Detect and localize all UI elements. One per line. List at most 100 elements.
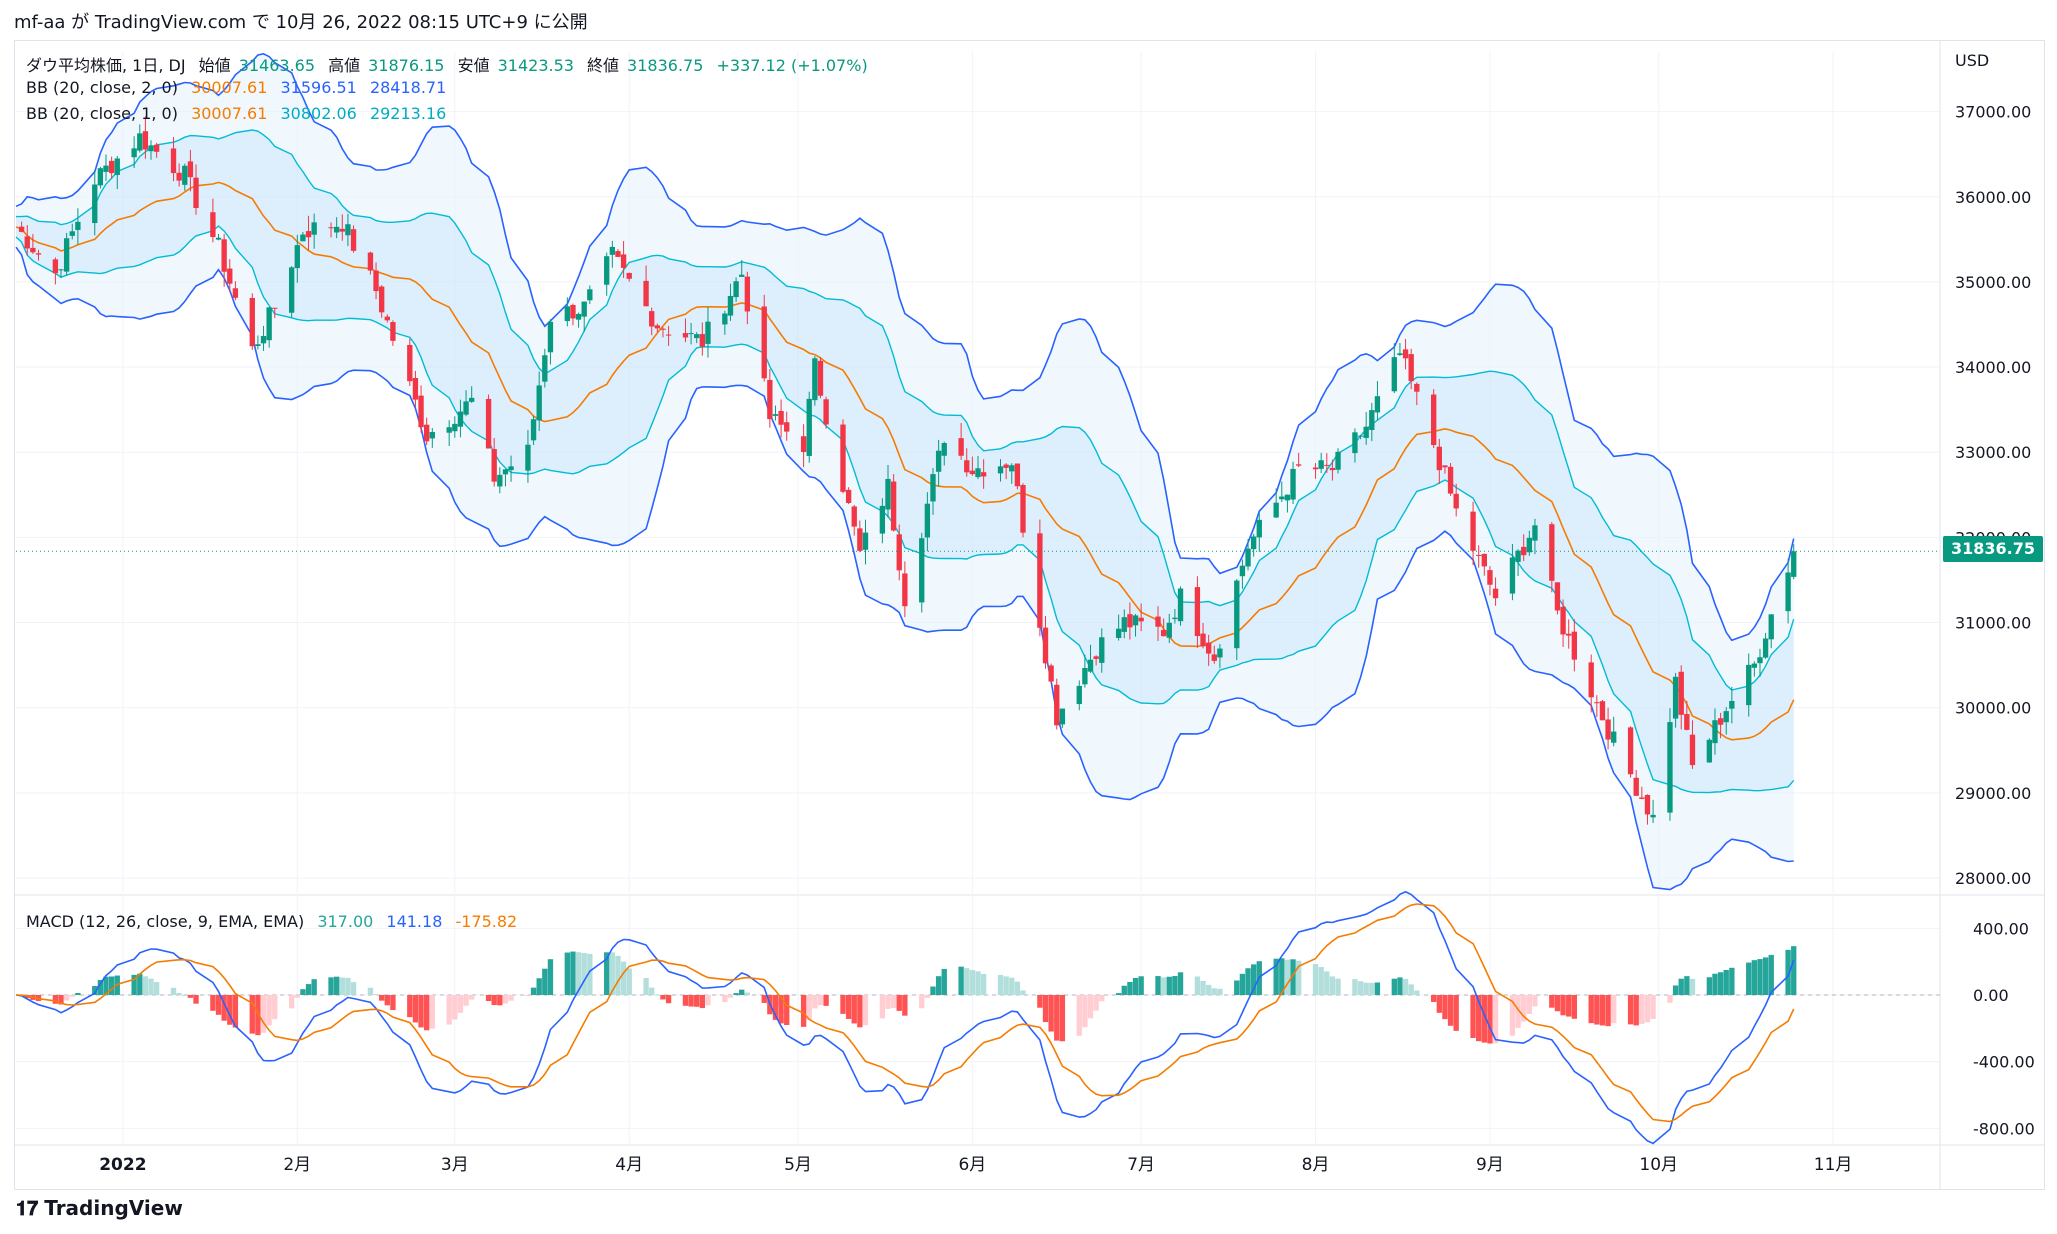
candle-body: [1762, 638, 1769, 658]
candle-body: [1284, 494, 1291, 501]
macd-histogram-bar: [525, 995, 531, 996]
macd-histogram-bar: [896, 995, 902, 1011]
candle-body: [1318, 460, 1324, 469]
macd-histogram-bar: [1723, 969, 1729, 995]
candle-body: [1160, 629, 1167, 637]
macd-histogram-bar: [935, 976, 942, 995]
candle-body: [964, 460, 970, 473]
macd-histogram-bar: [587, 953, 593, 995]
macd-histogram-bar: [1706, 977, 1713, 995]
candle-body: [1633, 777, 1639, 796]
macd-histogram-bar: [390, 995, 396, 1011]
candle-body: [148, 145, 154, 152]
candle-body: [722, 313, 728, 325]
price-tick-label: 28000.00: [1955, 869, 2031, 888]
macd-histogram-bar: [457, 995, 464, 1013]
bb2-upper: 31596.51: [280, 78, 357, 97]
candle-body: [1408, 354, 1414, 382]
macd-histogram-bar: [1791, 946, 1797, 995]
macd-histogram-bar: [1003, 976, 1009, 995]
macd-histogram-bar: [407, 995, 413, 1018]
candle-body: [980, 472, 987, 477]
legend-main: ダウ平均株価, 1日, DJ 始値 31463.65 高値 31876.15 安値 3…: [26, 52, 876, 76]
candle-body: [649, 311, 655, 327]
candle-body: [536, 385, 542, 421]
macd-histogram-bar: [665, 995, 672, 1004]
candle-body: [733, 281, 739, 298]
macd-histogram-bar: [530, 987, 537, 995]
candle-body: [587, 289, 593, 301]
candle-body: [446, 427, 452, 433]
price-tick-label: 33000.00: [1955, 443, 2031, 462]
candle-body: [18, 226, 25, 232]
legend-bb2[interactable]: BB (20, close, 2, 0) 30007.61 31596.51 2…: [26, 78, 454, 97]
candle-body: [255, 344, 261, 347]
candle-body: [1684, 713, 1690, 730]
candle-body: [1521, 546, 1527, 556]
macd-histogram-bar: [1532, 995, 1538, 1007]
candle-body: [272, 307, 278, 309]
macd-histogram-bar: [1121, 985, 1127, 995]
candle-body: [58, 269, 64, 271]
candle-body: [193, 177, 199, 208]
candle-body: [890, 481, 897, 531]
candle-body: [626, 272, 632, 279]
macd-histogram-bar: [1082, 995, 1088, 1028]
candle-body: [564, 306, 570, 322]
macd-histogram-bar: [1521, 995, 1527, 1022]
legend-bb1[interactable]: BB (20, close, 1, 0) 30007.61 30802.06 2…: [26, 104, 454, 123]
symbol-name[interactable]: ダウ平均株価, 1日, DJ: [26, 56, 186, 75]
macd-histogram-bar: [1611, 995, 1617, 1024]
candle-body: [508, 466, 514, 471]
candle-body: [941, 443, 947, 456]
macd-histogram-bar: [739, 989, 745, 995]
candle-body: [1239, 565, 1246, 577]
candle-body: [812, 358, 818, 401]
macd-histogram-bar: [1324, 971, 1330, 995]
candle-body: [227, 268, 233, 284]
macd-histogram-bar: [1009, 977, 1015, 995]
candle-body: [367, 252, 374, 271]
footer-brand[interactable]: 𝟏𝟕 TradingView: [16, 1196, 183, 1220]
candle-body: [1121, 617, 1127, 632]
candle-body: [997, 466, 1004, 474]
high-value: 31876.15: [368, 56, 445, 75]
macd-histogram-bar: [890, 995, 897, 1008]
candle-body: [1549, 524, 1555, 581]
macd-histogram-bar: [1352, 979, 1358, 995]
candle-body: [1768, 614, 1774, 640]
macd-histogram-bar: [1757, 959, 1763, 995]
candle-body: [1667, 722, 1673, 813]
time-tick-label: 4月: [615, 1155, 643, 1175]
legend-macd[interactable]: MACD (12, 26, close, 9, EMA, EMA) 317.00…: [26, 912, 525, 931]
macd-histogram-bar: [418, 995, 424, 1028]
candle-body: [1211, 654, 1217, 661]
time-tick-label: 5月: [784, 1155, 812, 1175]
macd-histogram-bar: [1054, 995, 1060, 1041]
macd-histogram-bar: [626, 968, 632, 995]
macd-histogram-bar: [919, 995, 925, 1009]
macd-histogram-bar: [1751, 960, 1758, 995]
candle-body: [800, 436, 807, 452]
macd-histogram-bar: [845, 995, 852, 1019]
macd-line-value: 141.18: [386, 912, 443, 931]
chart-frame: [14, 40, 2045, 1190]
candle-body: [497, 474, 503, 487]
macd-histogram-bar: [1279, 958, 1285, 995]
candle-body: [845, 489, 852, 503]
macd-histogram-bar: [412, 995, 419, 1023]
macd-histogram-bar: [823, 995, 829, 1006]
macd-histogram-bar: [1672, 985, 1679, 995]
candle-body: [620, 254, 627, 268]
candle-body: [935, 450, 942, 472]
price-tick-label: 29000.00: [1955, 784, 2031, 803]
candle-body: [92, 184, 98, 224]
macd-histogram-bar: [1762, 957, 1769, 995]
candle-body: [1678, 671, 1684, 715]
candle-body: [761, 306, 767, 379]
candle-body: [1076, 685, 1082, 705]
candle-body: [339, 228, 345, 232]
macd-histogram-bar: [1391, 978, 1397, 995]
time-tick-label: 3月: [441, 1155, 469, 1175]
